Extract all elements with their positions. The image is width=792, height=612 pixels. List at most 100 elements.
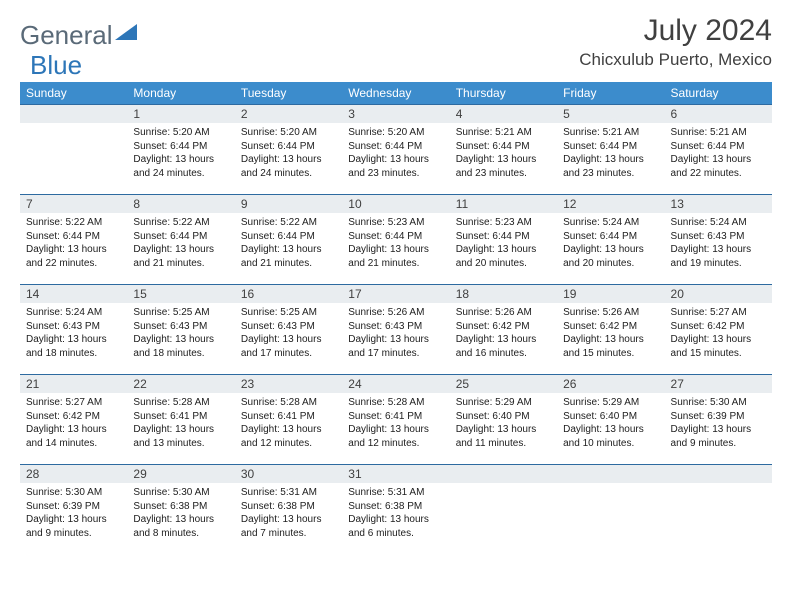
calendar-cell: 2Sunrise: 5:20 AMSunset: 6:44 PMDaylight…	[235, 105, 342, 195]
day-number: 29	[127, 465, 234, 483]
day-header: Friday	[557, 82, 664, 105]
day-details: Sunrise: 5:31 AMSunset: 6:38 PMDaylight:…	[235, 483, 342, 544]
brand-part2-wrap: Blue	[30, 44, 82, 81]
month-title: July 2024	[579, 14, 772, 48]
day-number: 4	[450, 105, 557, 123]
day-details: Sunrise: 5:30 AMSunset: 6:39 PMDaylight:…	[665, 393, 772, 454]
day-number: 15	[127, 285, 234, 303]
day-number: 18	[450, 285, 557, 303]
calendar-cell: 15Sunrise: 5:25 AMSunset: 6:43 PMDayligh…	[127, 285, 234, 375]
day-number: 27	[665, 375, 772, 393]
calendar-cell: 6Sunrise: 5:21 AMSunset: 6:44 PMDaylight…	[665, 105, 772, 195]
calendar-cell: 25Sunrise: 5:29 AMSunset: 6:40 PMDayligh…	[450, 375, 557, 465]
day-details: Sunrise: 5:21 AMSunset: 6:44 PMDaylight:…	[450, 123, 557, 184]
calendar-week-row: 1Sunrise: 5:20 AMSunset: 6:44 PMDaylight…	[20, 105, 772, 195]
day-number: 13	[665, 195, 772, 213]
day-number: 12	[557, 195, 664, 213]
day-details: Sunrise: 5:23 AMSunset: 6:44 PMDaylight:…	[342, 213, 449, 274]
calendar-cell: 24Sunrise: 5:28 AMSunset: 6:41 PMDayligh…	[342, 375, 449, 465]
title-block: July 2024 Chicxulub Puerto, Mexico	[579, 14, 772, 70]
calendar-table: SundayMondayTuesdayWednesdayThursdayFrid…	[20, 82, 772, 555]
day-details: Sunrise: 5:20 AMSunset: 6:44 PMDaylight:…	[127, 123, 234, 184]
brand-part2: Blue	[30, 50, 82, 81]
day-details: Sunrise: 5:25 AMSunset: 6:43 PMDaylight:…	[127, 303, 234, 364]
day-header: Tuesday	[235, 82, 342, 105]
day-header: Sunday	[20, 82, 127, 105]
calendar-cell: 1Sunrise: 5:20 AMSunset: 6:44 PMDaylight…	[127, 105, 234, 195]
day-header: Saturday	[665, 82, 772, 105]
calendar-week-row: 14Sunrise: 5:24 AMSunset: 6:43 PMDayligh…	[20, 285, 772, 375]
calendar-week-row: 7Sunrise: 5:22 AMSunset: 6:44 PMDaylight…	[20, 195, 772, 285]
day-number-empty	[450, 465, 557, 483]
day-header-row: SundayMondayTuesdayWednesdayThursdayFrid…	[20, 82, 772, 105]
brand-triangle-icon	[115, 22, 137, 42]
calendar-cell: 29Sunrise: 5:30 AMSunset: 6:38 PMDayligh…	[127, 465, 234, 555]
calendar-cell: 20Sunrise: 5:27 AMSunset: 6:42 PMDayligh…	[665, 285, 772, 375]
day-number-empty	[665, 465, 772, 483]
calendar-cell: 21Sunrise: 5:27 AMSunset: 6:42 PMDayligh…	[20, 375, 127, 465]
calendar-cell: 19Sunrise: 5:26 AMSunset: 6:42 PMDayligh…	[557, 285, 664, 375]
day-details: Sunrise: 5:28 AMSunset: 6:41 PMDaylight:…	[235, 393, 342, 454]
calendar-cell	[557, 465, 664, 555]
day-details: Sunrise: 5:24 AMSunset: 6:43 PMDaylight:…	[20, 303, 127, 364]
day-details: Sunrise: 5:28 AMSunset: 6:41 PMDaylight:…	[342, 393, 449, 454]
day-number-empty	[20, 105, 127, 123]
day-header: Wednesday	[342, 82, 449, 105]
day-details: Sunrise: 5:31 AMSunset: 6:38 PMDaylight:…	[342, 483, 449, 544]
calendar-cell: 22Sunrise: 5:28 AMSunset: 6:41 PMDayligh…	[127, 375, 234, 465]
day-details: Sunrise: 5:22 AMSunset: 6:44 PMDaylight:…	[20, 213, 127, 274]
day-details: Sunrise: 5:21 AMSunset: 6:44 PMDaylight:…	[557, 123, 664, 184]
calendar-cell: 4Sunrise: 5:21 AMSunset: 6:44 PMDaylight…	[450, 105, 557, 195]
day-number: 24	[342, 375, 449, 393]
day-number: 30	[235, 465, 342, 483]
day-number: 14	[20, 285, 127, 303]
day-number: 26	[557, 375, 664, 393]
day-details: Sunrise: 5:24 AMSunset: 6:43 PMDaylight:…	[665, 213, 772, 274]
day-number: 1	[127, 105, 234, 123]
day-details: Sunrise: 5:26 AMSunset: 6:42 PMDaylight:…	[450, 303, 557, 364]
calendar-cell: 10Sunrise: 5:23 AMSunset: 6:44 PMDayligh…	[342, 195, 449, 285]
day-header: Monday	[127, 82, 234, 105]
day-number-empty	[557, 465, 664, 483]
day-details: Sunrise: 5:28 AMSunset: 6:41 PMDaylight:…	[127, 393, 234, 454]
calendar-week-row: 21Sunrise: 5:27 AMSunset: 6:42 PMDayligh…	[20, 375, 772, 465]
calendar-cell: 17Sunrise: 5:26 AMSunset: 6:43 PMDayligh…	[342, 285, 449, 375]
calendar-cell	[665, 465, 772, 555]
calendar-cell: 14Sunrise: 5:24 AMSunset: 6:43 PMDayligh…	[20, 285, 127, 375]
day-header: Thursday	[450, 82, 557, 105]
calendar-cell: 27Sunrise: 5:30 AMSunset: 6:39 PMDayligh…	[665, 375, 772, 465]
calendar-cell: 8Sunrise: 5:22 AMSunset: 6:44 PMDaylight…	[127, 195, 234, 285]
day-number: 7	[20, 195, 127, 213]
calendar-week-row: 28Sunrise: 5:30 AMSunset: 6:39 PMDayligh…	[20, 465, 772, 555]
day-details: Sunrise: 5:30 AMSunset: 6:39 PMDaylight:…	[20, 483, 127, 544]
day-number: 25	[450, 375, 557, 393]
day-number: 2	[235, 105, 342, 123]
day-number: 10	[342, 195, 449, 213]
calendar-cell	[450, 465, 557, 555]
header: General July 2024 Chicxulub Puerto, Mexi…	[20, 14, 772, 70]
day-number: 8	[127, 195, 234, 213]
day-details: Sunrise: 5:26 AMSunset: 6:43 PMDaylight:…	[342, 303, 449, 364]
day-number: 3	[342, 105, 449, 123]
day-details: Sunrise: 5:22 AMSunset: 6:44 PMDaylight:…	[235, 213, 342, 274]
calendar-cell: 12Sunrise: 5:24 AMSunset: 6:44 PMDayligh…	[557, 195, 664, 285]
day-details: Sunrise: 5:20 AMSunset: 6:44 PMDaylight:…	[342, 123, 449, 184]
calendar-cell: 16Sunrise: 5:25 AMSunset: 6:43 PMDayligh…	[235, 285, 342, 375]
day-number: 5	[557, 105, 664, 123]
calendar-cell: 30Sunrise: 5:31 AMSunset: 6:38 PMDayligh…	[235, 465, 342, 555]
day-number: 17	[342, 285, 449, 303]
day-number: 6	[665, 105, 772, 123]
day-details: Sunrise: 5:30 AMSunset: 6:38 PMDaylight:…	[127, 483, 234, 544]
calendar-body: 1Sunrise: 5:20 AMSunset: 6:44 PMDaylight…	[20, 105, 772, 555]
calendar-cell: 7Sunrise: 5:22 AMSunset: 6:44 PMDaylight…	[20, 195, 127, 285]
day-number: 16	[235, 285, 342, 303]
calendar-cell: 26Sunrise: 5:29 AMSunset: 6:40 PMDayligh…	[557, 375, 664, 465]
day-number: 28	[20, 465, 127, 483]
day-number: 20	[665, 285, 772, 303]
location-label: Chicxulub Puerto, Mexico	[579, 50, 772, 70]
calendar-cell: 5Sunrise: 5:21 AMSunset: 6:44 PMDaylight…	[557, 105, 664, 195]
day-number: 31	[342, 465, 449, 483]
day-number: 9	[235, 195, 342, 213]
calendar-cell: 13Sunrise: 5:24 AMSunset: 6:43 PMDayligh…	[665, 195, 772, 285]
day-details: Sunrise: 5:29 AMSunset: 6:40 PMDaylight:…	[450, 393, 557, 454]
